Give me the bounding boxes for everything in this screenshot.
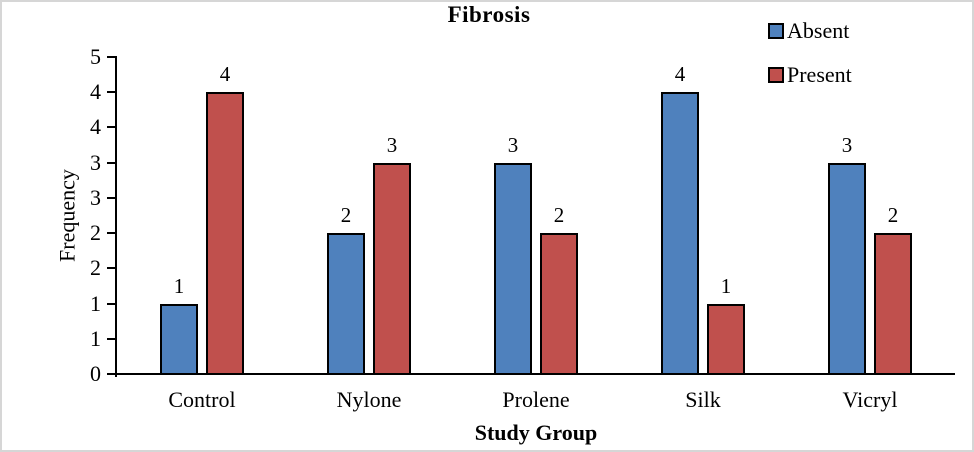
data-label: 3 [386, 132, 398, 157]
y-axis-tick-label: 4 [90, 79, 101, 105]
y-axis-tick-label: 5 [90, 44, 101, 69]
data-label: 2 [887, 203, 899, 228]
y-axis-tick [107, 373, 117, 375]
y-axis-tick [107, 91, 117, 94]
y-axis-tick [107, 196, 117, 199]
bar-present-vicryl [874, 233, 912, 375]
y-axis-tick [107, 232, 117, 235]
y-axis-tick [107, 56, 117, 58]
data-label: 3 [507, 132, 519, 157]
y-axis-tick-label: 3 [90, 149, 101, 175]
legend-label: Absent [787, 18, 850, 43]
bar-absent-nylone [327, 233, 365, 375]
y-axis-tick [107, 337, 117, 340]
bar-present-prolene [540, 233, 578, 375]
x-axis-category-label: Control [168, 387, 236, 412]
y-axis-tick-label: 1 [90, 325, 101, 351]
y-axis-tick-label: 4 [90, 114, 101, 140]
data-label: 2 [553, 203, 565, 228]
data-label: 3 [841, 132, 853, 157]
y-axis-tick [107, 161, 117, 164]
y-axis-line [115, 57, 117, 377]
y-axis-tick [107, 267, 117, 270]
bar-present-control [206, 92, 244, 375]
bar-absent-silk [661, 92, 699, 375]
data-label: 4 [674, 62, 686, 87]
bar-absent-control [160, 303, 198, 375]
y-axis-tick-label: 2 [90, 220, 101, 246]
x-axis-category-label: Nylone [336, 387, 402, 412]
legend-swatch-icon [768, 67, 784, 83]
y-axis-tick-label: 2 [90, 255, 101, 281]
y-axis-tick [107, 302, 117, 305]
x-axis-line [115, 373, 955, 375]
bar-absent-vicryl [828, 162, 866, 375]
legend-entry-present: Present [768, 64, 852, 86]
y-axis-tick [107, 126, 117, 129]
y-axis-tick-label: 1 [90, 290, 101, 316]
data-label: 4 [219, 62, 231, 87]
legend-swatch-icon [768, 23, 784, 39]
bar-present-silk [707, 303, 745, 375]
data-label: 1 [173, 273, 185, 298]
y-axis-tick-label: 3 [90, 184, 101, 210]
y-axis-tick-label: 0 [90, 361, 101, 386]
bar-absent-prolene [494, 162, 532, 375]
legend-label: Present [787, 62, 852, 87]
data-label: 1 [720, 273, 732, 298]
x-axis-category-label: Vicryl [842, 387, 898, 412]
x-axis-category-label: Prolene [502, 387, 570, 412]
x-axis-category-label: Silk [685, 387, 721, 412]
data-label: 2 [340, 203, 352, 228]
legend-entry-absent: Absent [768, 20, 849, 42]
bar-present-nylone [373, 162, 411, 375]
chart-title: Fibrosis [447, 2, 531, 27]
x-axis-title: Study Group [474, 420, 598, 445]
